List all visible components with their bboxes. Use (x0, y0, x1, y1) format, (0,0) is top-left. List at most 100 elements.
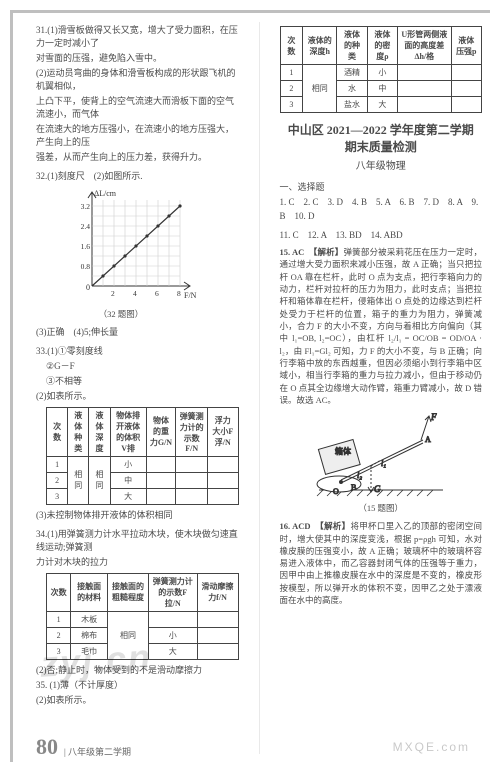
cell (451, 65, 481, 81)
cell: 小 (367, 65, 397, 81)
cell: 相同 (89, 456, 110, 504)
cell (146, 472, 176, 488)
svg-text:6: 6 (155, 289, 159, 298)
cell: 毛巾 (71, 643, 108, 659)
q33-th2: 液体深度 (89, 407, 110, 456)
th: 液体的种类 (337, 27, 367, 65)
q34-num: 34. (36, 529, 47, 539)
svg-text:8: 8 (177, 289, 181, 298)
cell (398, 81, 452, 97)
q34-table: 次数 接触面的材料 接触面的粗糙程度 弹簧测力计的示数F拉/N 滑动摩擦力f/N… (46, 573, 239, 660)
q33-l1: ②G－F (46, 360, 239, 373)
q33-l2: ③不相等 (46, 375, 239, 388)
q33-num: 33. (36, 346, 47, 356)
q33-table: 次数 液体种类 液体深度 物体排开液体的体积V排 物体的重力G/N 弹簧测力计的… (46, 407, 239, 505)
q31-line3: 上凸下平，使背上的空气流速大而滑板下面的空气流速小，而气体 (36, 95, 239, 121)
q31-line4: 在流速大的地方压强小，在流速小的地方压强大，产生向上的压 (36, 123, 239, 149)
q15-figure: 箱体 O B A F G (311, 410, 451, 500)
cell (398, 97, 452, 113)
cell: 水 (337, 81, 367, 97)
q31-line2: (2)运动员弯曲的身体和滑雪板构成的形状跟飞机的机翼相似， (36, 67, 239, 93)
cell: 小 (148, 627, 197, 643)
right-column: 次数 液体的深度h 液体的种类 液体的密度ρ U形管两侧液面的高度差Δh/格 液… (280, 22, 483, 754)
q15: 15. AC 【解析】弹簧部分被采莉花压在压力一定时，通过增大受力面积来减小压强… (280, 246, 483, 406)
exam-title-1: 中山区 2021—2022 学年度第二学期 (280, 121, 483, 138)
cell: 2 (280, 81, 303, 97)
svg-text:l₂: l₂ (357, 471, 362, 480)
cell (148, 611, 197, 627)
th: 接触面的粗糙程度 (108, 573, 149, 611)
cell: 盐水 (337, 97, 367, 113)
svg-text:G: G (374, 484, 381, 494)
q16: 16. ACD 【解析】将甲杯口里入乙的顶部的密闭空间时，增大使其中的深度变浅，… (280, 520, 483, 606)
cell (146, 488, 176, 504)
ylabel: ΔL/cm (94, 189, 117, 198)
q31-line1: 对雪面的压强，避免陷入雪中。 (36, 52, 239, 65)
top-table: 次数 液体的深度h 液体的种类 液体的密度ρ U形管两侧液面的高度差Δh/格 液… (280, 26, 483, 113)
question-32: 32.(1)刻度尺 (2)如图所示. ΔL/cm F/N 0 (36, 170, 239, 338)
q35: 35. (1)薄（不计厚度） (36, 679, 239, 692)
cell: 1 (47, 456, 68, 472)
svg-text:0.8: 0.8 (81, 262, 91, 271)
cell: 3 (47, 488, 68, 504)
footer-text: | 八年级第二学期 (64, 745, 131, 760)
cell: 小 (110, 456, 146, 472)
q31-num: 31. (36, 25, 47, 35)
th: 液体压强p (451, 27, 481, 65)
cell: 大 (110, 488, 146, 504)
cell: 2 (47, 472, 68, 488)
page-number: 80 (36, 734, 58, 760)
q34-l0: (1)用弹簧测力计水平拉动木块，使木块做匀速直线运动;弹簧测 (36, 529, 238, 552)
svg-text:4: 4 (133, 289, 137, 298)
cell: 1 (280, 65, 303, 81)
cell: 1 (47, 611, 71, 627)
exam-title-2: 期末质量检测 (280, 138, 483, 155)
svg-text:2.4: 2.4 (81, 222, 91, 231)
cell (208, 456, 238, 472)
two-columns: 31.(1)滑雪板做得又长又宽，增大了受力面积，在压力一定时减小了 对雪面的压强… (36, 22, 482, 754)
q33-th4: 物体的重力G/N (146, 407, 176, 456)
cell (451, 97, 481, 113)
q34-l1: 力计对木块的拉力 (36, 556, 239, 569)
th: U形管两侧液面的高度差Δh/格 (398, 27, 452, 65)
cell (176, 488, 208, 504)
cell: 棉布 (71, 627, 108, 643)
q35b: (2)如表所示。 (36, 694, 239, 707)
cell: 酒精 (337, 65, 367, 81)
cell (146, 456, 176, 472)
section-a: 一、选择题 (280, 180, 483, 193)
cell: 3 (280, 97, 303, 113)
exam-subtitle: 八年级物理 (280, 157, 483, 172)
q32-text: (1)刻度尺 (2)如图所示. (47, 171, 142, 181)
th: 次数 (47, 573, 71, 611)
cell: 中 (110, 472, 146, 488)
footer: 80 | 八年级第二学期 (36, 734, 131, 760)
q33-l3: (2)如表所示。 (36, 390, 239, 403)
cell: 相同 (303, 65, 337, 113)
th: 弹簧测力计的示数F拉/N (148, 573, 197, 611)
question-33: 33.(1)①零刻度线 ②G－F ③不相等 (2)如表所示。 次数 液体种类 液… (36, 345, 239, 522)
q33-th5: 弹簧测力计的示数F/N (176, 407, 208, 456)
svg-text:1.6: 1.6 (81, 242, 91, 251)
mcq-line-1: 1. C 2. C 3. D 4. B 5. A 6. B 7. D 8. A … (280, 195, 483, 224)
cell: 大 (148, 643, 197, 659)
q15-body: 弹簧部分被采莉花压在压力一定时，通过增大受力面积来减小压强，故 A 正确；当只把… (280, 247, 483, 405)
q32-after: (3)正确 (4)5;伸长量 (36, 326, 239, 339)
cell (208, 472, 238, 488)
cell (398, 65, 452, 81)
q15-caption: （15 题图） (280, 502, 483, 514)
th: 滑动摩擦力f/N (197, 573, 238, 611)
cell (197, 643, 238, 659)
q16-head: 16. ACD 【解析】 (280, 521, 351, 531)
th: 液体的深度h (303, 27, 337, 65)
mcq-line-2: 11. C 12. A 13. BD 14. ABD (280, 228, 483, 242)
cell: 相同 (108, 611, 149, 659)
cell: 中 (367, 81, 397, 97)
cell: 3 (47, 643, 71, 659)
cell (208, 488, 238, 504)
column-divider (259, 22, 260, 754)
q32-chart: ΔL/cm F/N 0 (72, 186, 202, 306)
th: 液体的密度ρ (367, 27, 397, 65)
svg-text:2: 2 (111, 289, 115, 298)
q32-caption: （32 题图） (56, 308, 186, 320)
